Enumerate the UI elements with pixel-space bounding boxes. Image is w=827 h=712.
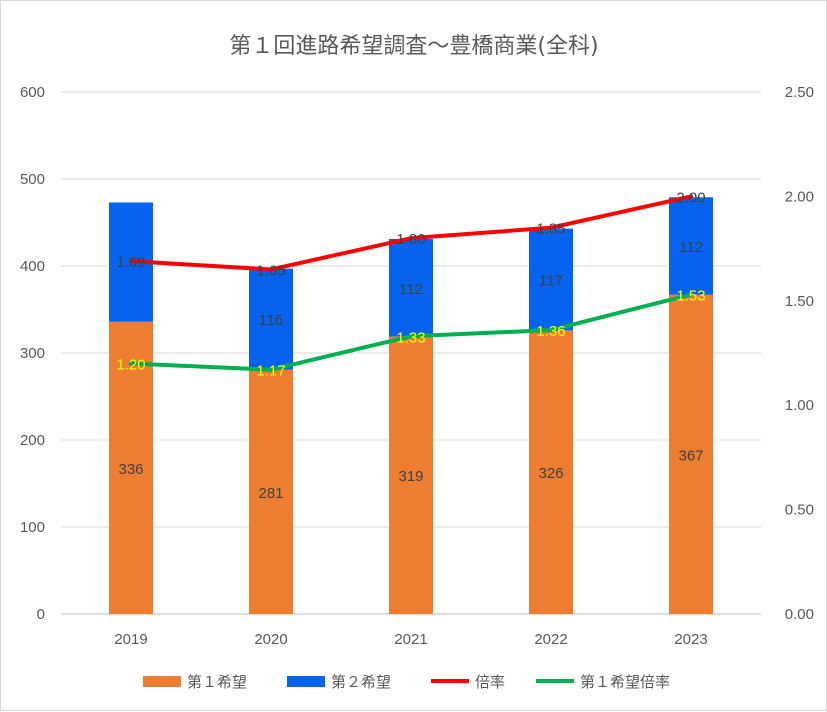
bar-value-label: 336 xyxy=(118,461,143,478)
x-axis-tick: 2022 xyxy=(534,631,567,648)
bar-second-choice xyxy=(529,228,573,331)
right-axis-tick: 1.00 xyxy=(785,397,814,414)
bar-second-choice xyxy=(249,268,293,370)
legend-first-choice-label: 第１希望 xyxy=(187,673,247,691)
first-choice-ratio-value-label: 1.20 xyxy=(116,356,145,373)
first-choice-ratio-value-label: 1.53 xyxy=(676,288,705,305)
left-axis-tick: 500 xyxy=(20,171,45,188)
right-axis-tick: 2.00 xyxy=(785,188,814,205)
first-choice-ratio-value-label: 1.36 xyxy=(536,323,565,340)
bar-value-label: 319 xyxy=(398,468,423,485)
left-axis-tick: 200 xyxy=(20,432,45,449)
left-axis-tick: 400 xyxy=(20,258,45,275)
ratio-value-label: 1.65 xyxy=(256,262,285,279)
bar-value-label: 112 xyxy=(679,239,703,256)
left-axis-tick: 0 xyxy=(37,606,45,623)
ratio-value-label: 1.69 xyxy=(116,254,145,271)
bar-value-label: 326 xyxy=(538,465,563,482)
x-axis-tick: 2020 xyxy=(254,631,287,648)
first-choice-ratio-value-label: 1.33 xyxy=(396,329,425,346)
chart-title: 第１回進路希望調査～豊橋商業(全科) xyxy=(229,34,598,59)
left-axis-tick: 600 xyxy=(20,84,45,101)
bar-first-choice xyxy=(249,369,293,614)
bar-value-label: 281 xyxy=(258,485,283,502)
x-axis-tick: 2023 xyxy=(674,631,707,648)
legend-first-choice-swatch xyxy=(143,676,181,687)
legend-ratio-label: 倍率 xyxy=(475,673,505,691)
ratio-value-label: 2.00 xyxy=(676,189,705,206)
bar-value-label: 367 xyxy=(678,447,703,464)
bar-second-choice xyxy=(669,197,713,295)
ratio-value-label: 1.80 xyxy=(396,231,425,248)
bar-value-label: 117 xyxy=(539,272,563,289)
right-axis-tick: 0.00 xyxy=(785,606,814,623)
right-axis-tick: 1.50 xyxy=(785,293,814,310)
left-axis-tick: 100 xyxy=(20,519,45,536)
line-first-choice-ratio xyxy=(129,292,693,372)
right-axis-tick: 0.50 xyxy=(785,502,814,519)
line-ratio xyxy=(129,194,693,272)
bar-first-choice xyxy=(109,321,153,614)
bar-value-label: 112 xyxy=(399,281,423,298)
left-axis-tick: 300 xyxy=(20,345,45,362)
bar-second-choice xyxy=(389,239,433,337)
bar-first-choice xyxy=(669,294,713,614)
bar-value-label: 116 xyxy=(259,312,283,329)
right-axis-tick: 2.50 xyxy=(785,84,814,101)
x-axis-tick: 2019 xyxy=(114,631,147,648)
legend-second-choice-label: 第２希望 xyxy=(331,673,391,691)
x-axis-tick: 2021 xyxy=(394,631,427,648)
ratio-value-label: 1.85 xyxy=(536,221,565,238)
legend-first-choice-ratio-label: 第１希望倍率 xyxy=(580,673,670,691)
bar-first-choice xyxy=(529,330,573,614)
legend-second-choice-swatch xyxy=(287,676,325,687)
first-choice-ratio-value-label: 1.17 xyxy=(256,363,285,380)
bar-first-choice xyxy=(389,336,433,614)
